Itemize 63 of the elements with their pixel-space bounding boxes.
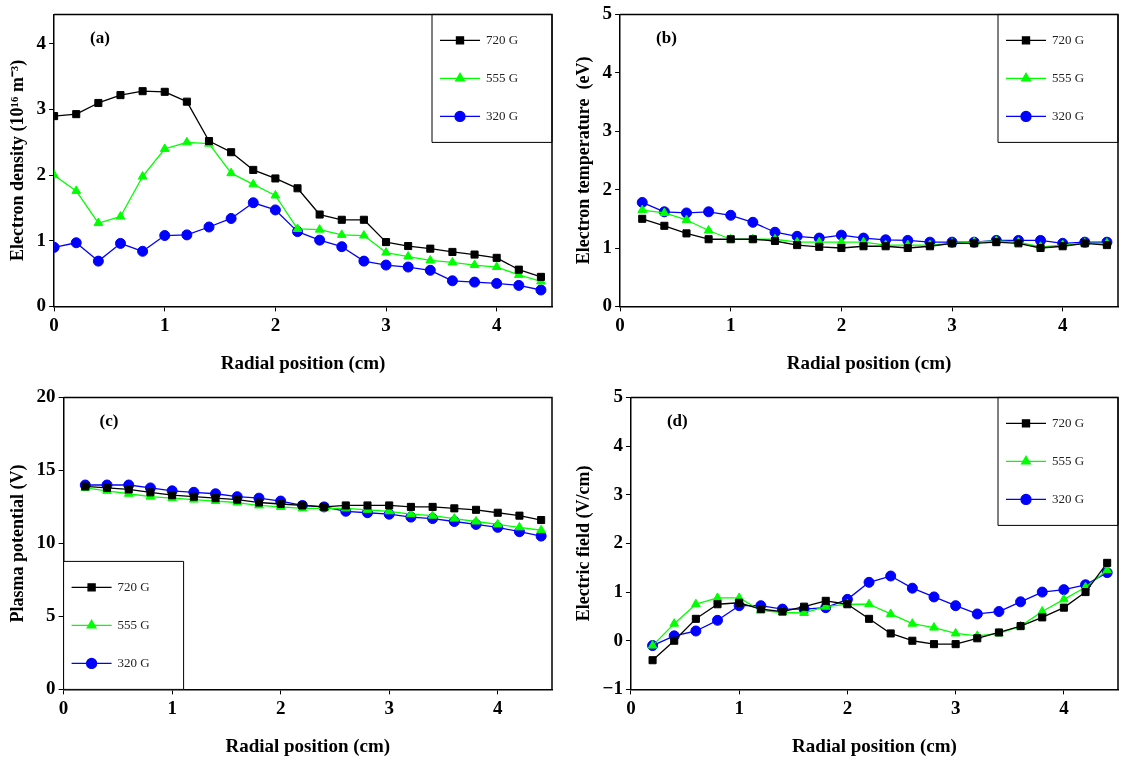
y-axis-title: Electron temperature (eV)	[573, 56, 595, 265]
legend-label: 555 G	[117, 616, 150, 632]
x-tick-label: 3	[381, 313, 391, 335]
x-tick-label: 3	[947, 313, 957, 335]
y-tick-label: 2	[613, 531, 623, 553]
x-tick-label: 2	[836, 313, 847, 335]
y-tick-label: 0	[613, 628, 623, 650]
y-tick-label: 2	[36, 163, 47, 185]
x-axis-title: Radial position (cm)	[225, 734, 391, 757]
legend-label: 720 G	[486, 31, 519, 47]
y-tick-label: 10	[36, 531, 56, 553]
y-tick-label: 20	[36, 385, 56, 407]
x-tick-label: 1	[734, 696, 744, 718]
y-tick-label: 4	[36, 31, 47, 53]
x-tick-label: 2	[275, 696, 286, 718]
y-tick-label: 0	[602, 294, 613, 316]
x-axis-title: Radial position (cm)	[220, 351, 386, 374]
x-tick-label: 4	[492, 696, 503, 718]
annotation: (b)	[656, 28, 677, 48]
x-tick-label: 4	[1057, 313, 1068, 335]
annotation: (c)	[99, 411, 119, 431]
legend-label: 320 G	[1052, 107, 1085, 123]
x-tick-label: 1	[167, 696, 177, 718]
x-axis-title: Radial position (cm)	[786, 351, 952, 374]
y-tick-label: 1	[602, 235, 613, 257]
x-tick-label: 1	[725, 313, 736, 335]
y-tick-label: 5	[602, 2, 613, 24]
y-tick-label: 15	[36, 458, 56, 480]
y-tick-label: 4	[602, 60, 613, 82]
annotation: (a)	[90, 28, 110, 48]
annotation: (d)	[666, 411, 688, 431]
y-tick-label: 0	[46, 677, 56, 699]
y-tick-label: 2	[602, 177, 613, 199]
y-tick-label: 0	[36, 294, 47, 316]
y-tick-label: 1	[613, 579, 623, 601]
legend-label: 320 G	[1052, 490, 1085, 506]
y-tick-label: 4	[613, 433, 624, 455]
x-axis-title: Radial position (cm)	[792, 734, 957, 757]
x-tick-label: 2	[842, 696, 853, 718]
y-axis-title: Electron density (10¹⁶ m⁻³)	[7, 59, 29, 262]
y-tick-label: 5	[46, 604, 56, 626]
legend-label: 720 G	[117, 578, 150, 594]
y-axis-title: Plasma potential (V)	[7, 464, 29, 623]
x-tick-label: 2	[270, 313, 281, 335]
y-tick-label: 3	[602, 119, 613, 141]
x-tick-label: 3	[950, 696, 961, 718]
legend-label: 555 G	[1052, 452, 1085, 468]
y-tick-label: 3	[613, 482, 623, 504]
x-tick-label: 4	[491, 313, 502, 335]
y-tick-label: −1	[602, 677, 623, 699]
y-tick-label: 3	[36, 97, 47, 119]
legend-label: 320 G	[117, 654, 150, 670]
legend-label: 720 G	[1052, 31, 1085, 47]
legend-label: 720 G	[1052, 414, 1085, 430]
legend-label: 555 G	[1052, 69, 1085, 85]
legend-label: 320 G	[486, 107, 519, 123]
legend-label: 555 G	[486, 69, 519, 85]
x-tick-label: 4	[1059, 696, 1070, 718]
y-tick-label: 1	[36, 228, 47, 250]
x-tick-label: 3	[384, 696, 394, 718]
y-axis-title: Electric field (V/cm)	[573, 465, 595, 622]
x-tick-label: 1	[159, 313, 170, 335]
y-tick-label: 5	[613, 385, 623, 407]
